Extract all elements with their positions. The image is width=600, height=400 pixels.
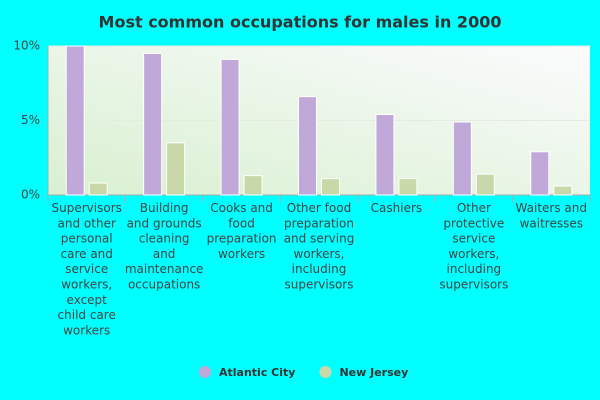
bar [475, 173, 495, 196]
bar [530, 151, 550, 196]
bar [553, 185, 573, 196]
x-tick-label: Cooks and food preparation workers [207, 201, 277, 261]
x-tick-label: Supervisors and other personal care and serv… [52, 201, 122, 337]
chart-title: Most common occupations for males in 200… [99, 13, 502, 32]
bar [452, 121, 472, 196]
legend-marker [199, 366, 211, 378]
bar [88, 182, 108, 196]
x-tick-label: Waiters and waitresses [516, 201, 587, 230]
bar [65, 45, 85, 196]
bar [321, 178, 340, 196]
bar [143, 52, 163, 196]
x-tick-label: Other protective service workers, including s… [439, 201, 508, 292]
bar [166, 142, 186, 196]
y-tick-label: 0% [21, 188, 40, 202]
legend-label: New Jersey [339, 366, 408, 379]
x-tick-label: Cashiers [371, 201, 423, 215]
y-tick-label: 5% [21, 113, 40, 127]
legend-label: Atlantic City [219, 366, 295, 379]
x-tick-label: Building and grounds cleaning and maintenanc… [125, 201, 204, 292]
x-tick-label: Other food preparation and serving workers,… [284, 201, 355, 292]
bar [398, 178, 418, 196]
legend-marker [319, 366, 332, 378]
bar [220, 58, 240, 196]
bar [243, 175, 263, 196]
bar [298, 96, 317, 196]
y-tick-label: 10% [13, 39, 40, 53]
bar [375, 114, 395, 196]
